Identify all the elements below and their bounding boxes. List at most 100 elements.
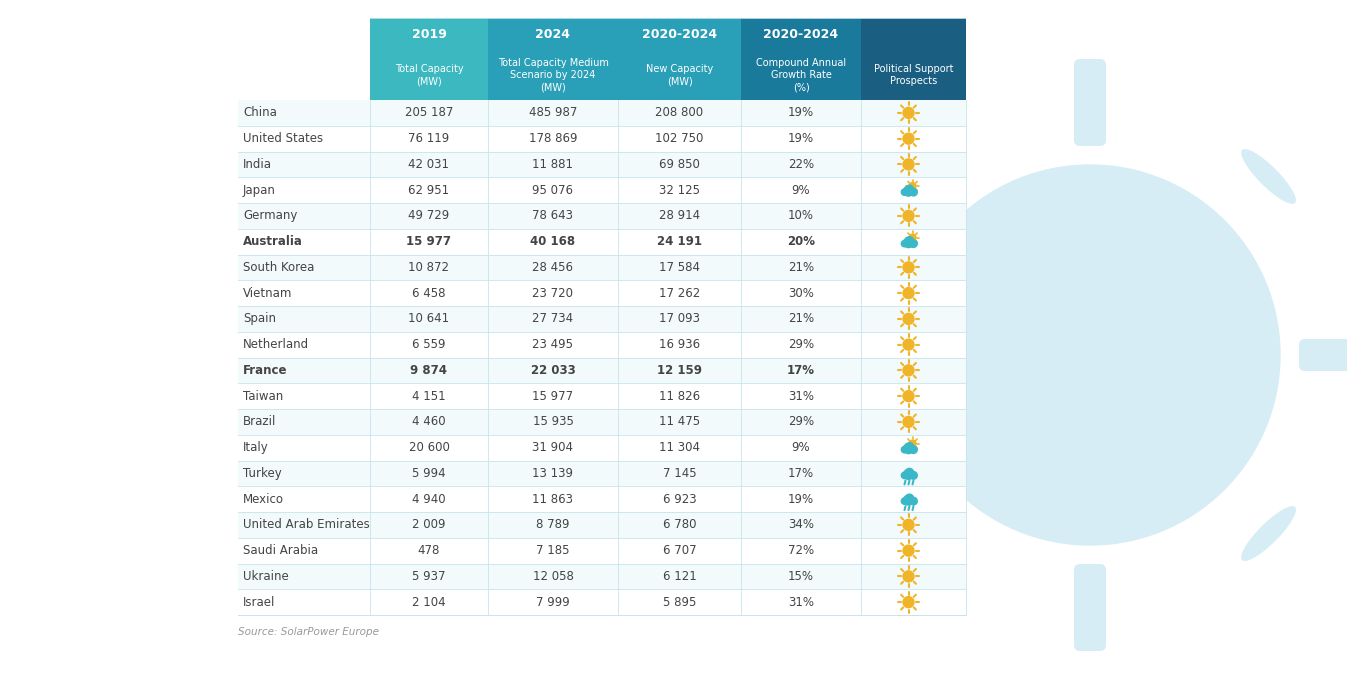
Text: United Arab Emirates: United Arab Emirates <box>242 518 369 531</box>
Text: 11 826: 11 826 <box>659 390 700 402</box>
Text: 6 707: 6 707 <box>663 544 696 557</box>
Ellipse shape <box>884 149 939 204</box>
Text: Germany: Germany <box>242 210 298 222</box>
Bar <box>238 177 966 203</box>
Bar <box>370 50 488 100</box>
Bar <box>741 50 861 100</box>
Text: 34%: 34% <box>788 518 814 531</box>
Circle shape <box>902 417 915 427</box>
Bar <box>861 18 966 50</box>
Text: 17 262: 17 262 <box>659 286 700 300</box>
Bar <box>238 589 966 615</box>
Bar <box>741 18 861 50</box>
Bar <box>238 384 966 409</box>
Text: Saudi Arabia: Saudi Arabia <box>242 544 318 557</box>
Text: 40 168: 40 168 <box>531 235 575 248</box>
Text: 15 977: 15 977 <box>532 390 574 402</box>
Text: 29%: 29% <box>788 338 814 351</box>
Text: 28 456: 28 456 <box>532 261 574 274</box>
FancyBboxPatch shape <box>793 339 881 371</box>
Circle shape <box>905 494 913 502</box>
Text: 7 999: 7 999 <box>536 596 570 609</box>
Circle shape <box>904 238 913 247</box>
Circle shape <box>901 446 908 453</box>
Text: United States: United States <box>242 132 323 145</box>
Text: Taiwan: Taiwan <box>242 390 283 402</box>
Circle shape <box>902 133 915 144</box>
Circle shape <box>901 472 908 479</box>
Text: 29%: 29% <box>788 415 814 429</box>
Text: 178 869: 178 869 <box>529 132 578 145</box>
Ellipse shape <box>1241 506 1296 561</box>
Text: 12 159: 12 159 <box>657 364 702 377</box>
Circle shape <box>904 495 913 505</box>
Circle shape <box>909 188 917 196</box>
Text: 7 185: 7 185 <box>536 544 570 557</box>
Ellipse shape <box>1241 149 1296 204</box>
Circle shape <box>902 545 915 556</box>
Text: 15 935: 15 935 <box>532 415 574 429</box>
Bar <box>238 152 966 177</box>
Text: 17%: 17% <box>788 467 814 480</box>
Circle shape <box>902 596 915 608</box>
Text: 6 780: 6 780 <box>663 518 696 531</box>
FancyBboxPatch shape <box>1074 59 1106 146</box>
Circle shape <box>902 520 915 530</box>
Text: 9%: 9% <box>792 441 811 454</box>
Circle shape <box>902 313 915 324</box>
Circle shape <box>900 165 1280 545</box>
Text: 15%: 15% <box>788 570 814 583</box>
Text: 6 923: 6 923 <box>663 493 696 506</box>
Text: 2024: 2024 <box>536 28 571 40</box>
Text: 22%: 22% <box>788 158 814 171</box>
Circle shape <box>905 443 913 451</box>
Text: Spain: Spain <box>242 312 276 326</box>
Circle shape <box>902 159 915 170</box>
Bar <box>238 255 966 280</box>
Text: 49 729: 49 729 <box>408 210 450 222</box>
Bar <box>618 18 741 50</box>
Text: 20 600: 20 600 <box>408 441 450 454</box>
Text: 15 977: 15 977 <box>407 235 451 248</box>
Text: India: India <box>242 158 272 171</box>
Text: 22 033: 22 033 <box>531 364 575 377</box>
Circle shape <box>905 185 913 193</box>
Text: 6 121: 6 121 <box>663 570 696 583</box>
Text: 19%: 19% <box>788 106 814 119</box>
Text: 16 936: 16 936 <box>659 338 700 351</box>
Circle shape <box>905 237 913 245</box>
Text: 23 495: 23 495 <box>532 338 574 351</box>
Text: 72%: 72% <box>788 544 814 557</box>
Text: Political Support
Prospects: Political Support Prospects <box>874 64 954 86</box>
Text: 19%: 19% <box>788 493 814 506</box>
Text: 205 187: 205 187 <box>405 106 453 119</box>
Text: 5 895: 5 895 <box>663 596 696 609</box>
Circle shape <box>902 107 915 119</box>
Text: 4 940: 4 940 <box>412 493 446 506</box>
Circle shape <box>909 472 917 479</box>
Text: 4 151: 4 151 <box>412 390 446 402</box>
Text: 2020-2024: 2020-2024 <box>764 28 839 40</box>
Text: 7 145: 7 145 <box>663 467 696 480</box>
Text: 28 914: 28 914 <box>659 210 700 222</box>
Text: South Korea: South Korea <box>242 261 314 274</box>
Bar <box>370 18 488 50</box>
Text: 6 559: 6 559 <box>412 338 446 351</box>
Text: Total Capacity
(MW): Total Capacity (MW) <box>395 64 463 86</box>
Text: Mexico: Mexico <box>242 493 284 506</box>
Text: 11 881: 11 881 <box>532 158 574 171</box>
Text: 23 720: 23 720 <box>532 286 574 300</box>
Text: 5 994: 5 994 <box>412 467 446 480</box>
Bar <box>238 126 966 152</box>
Text: 10 641: 10 641 <box>408 312 450 326</box>
Text: 2019: 2019 <box>412 28 446 40</box>
Bar <box>238 306 966 332</box>
Text: Total Capacity Medium
Scenario by 2024
(MW): Total Capacity Medium Scenario by 2024 (… <box>497 57 609 92</box>
Circle shape <box>902 339 915 350</box>
Text: 31%: 31% <box>788 390 814 402</box>
Circle shape <box>909 240 917 247</box>
Text: Compound Annual
Growth Rate
(%): Compound Annual Growth Rate (%) <box>756 57 846 92</box>
Bar <box>238 563 966 589</box>
Text: 478: 478 <box>418 544 440 557</box>
Text: 62 951: 62 951 <box>408 183 450 197</box>
